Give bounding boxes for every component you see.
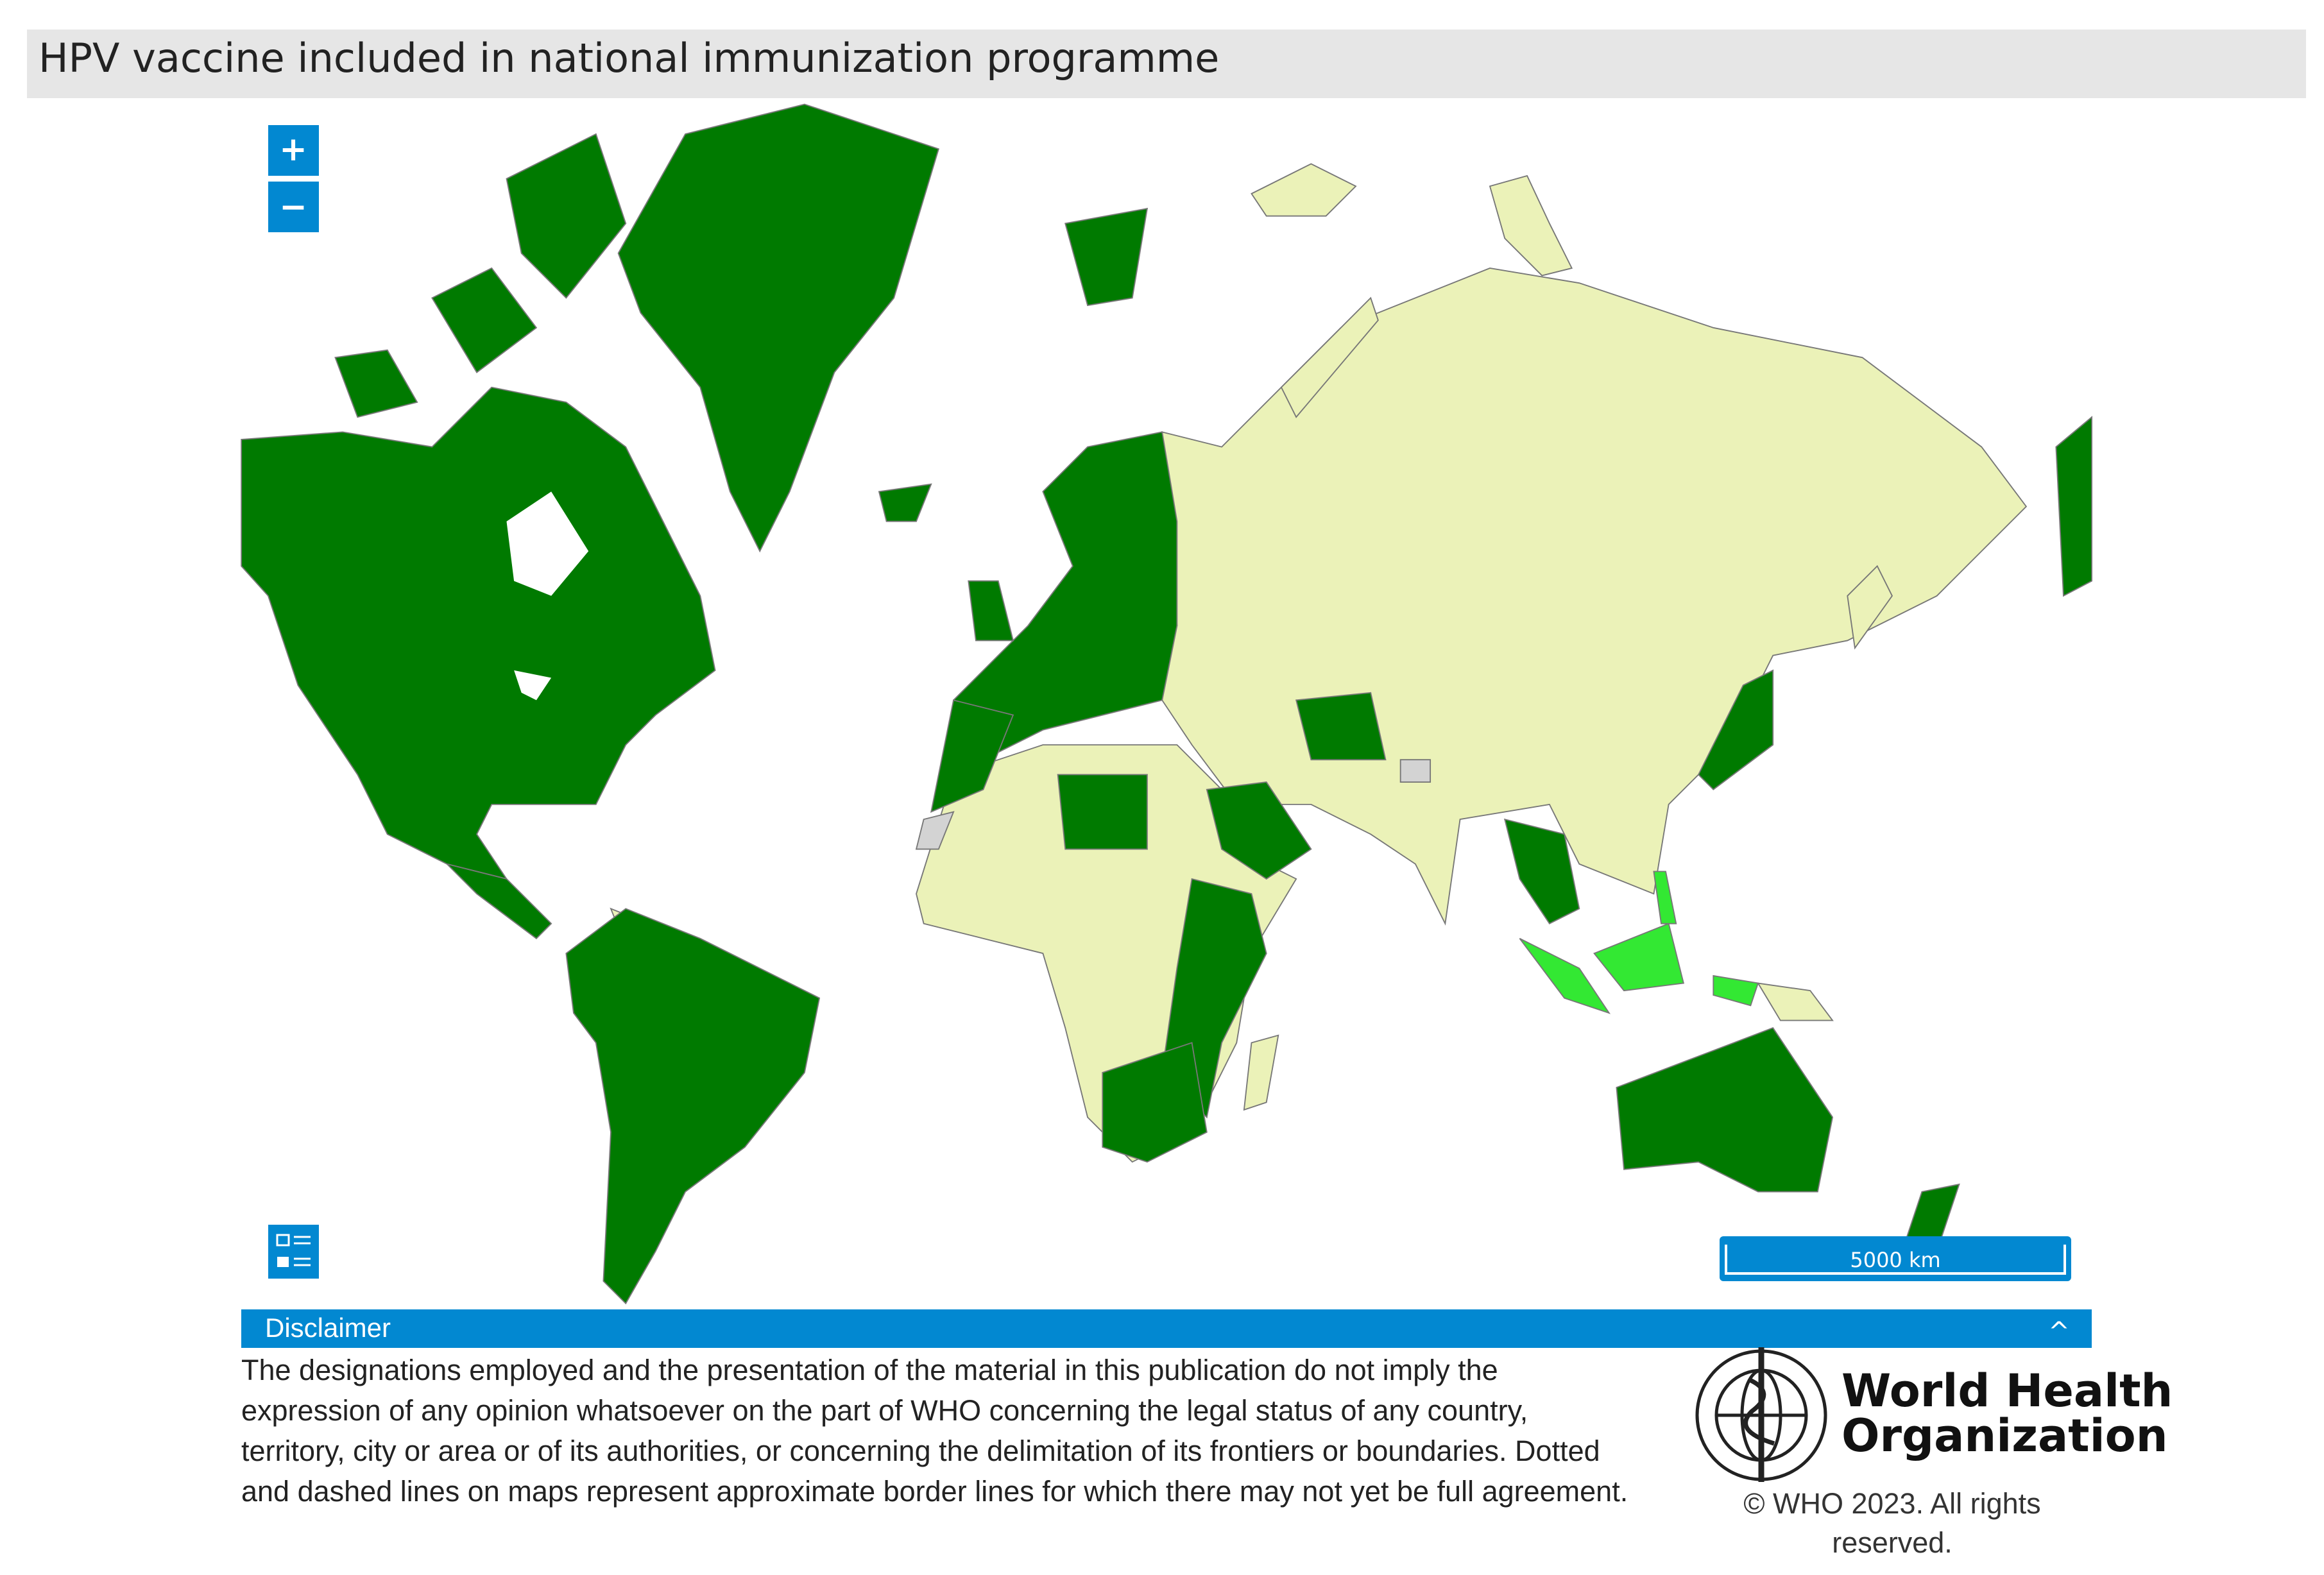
title-bar: [27, 30, 2306, 98]
copyright: © WHO 2023. All rights: [1743, 1487, 2040, 1520]
scale-label: 5000 km: [1850, 1248, 1940, 1272]
bright-green-regions: [1519, 871, 1759, 1014]
legend-icon: [276, 1234, 290, 1247]
legend-button-bg[interactable]: [268, 1225, 319, 1279]
lakes: [506, 491, 589, 701]
title: HPV vaccine included in national immuniz…: [38, 35, 1219, 81]
logo-text: Organization: [1841, 1409, 2168, 1462]
disclaimer-line: and dashed lines on maps represent appro…: [241, 1475, 1628, 1508]
no-data-regions: [915, 759, 1431, 850]
disclaimer-bar[interactable]: [241, 1309, 2092, 1348]
who-emblem: [1695, 1347, 1827, 1482]
zoom-out-label[interactable]: −: [279, 188, 307, 226]
legend-button[interactable]: [268, 1225, 319, 1279]
copyright: reserved.: [1832, 1526, 1952, 1559]
zoom-in-label[interactable]: +: [279, 130, 307, 169]
scale-bar-line: [1725, 1245, 2066, 1275]
disclaimer-line: expression of any opinion whatsoever on …: [241, 1394, 1528, 1427]
disclaimer-heading: Disclaimer: [265, 1313, 391, 1343]
scale-bar: [1720, 1236, 2071, 1281]
logo-text: World Health: [1841, 1365, 2173, 1417]
legend-icon: [277, 1257, 289, 1267]
disclaimer-line: The designations employed and the presen…: [241, 1354, 1498, 1386]
disclaimer-text: The designations employed and the presen…: [241, 1350, 1628, 1511]
world-map: [241, 103, 2093, 1305]
green-regions: [241, 103, 2093, 1305]
zoom-out-button[interactable]: [268, 182, 319, 232]
zoom-in-button[interactable]: [268, 125, 319, 176]
disclaimer-toggle[interactable]: ^: [2048, 1317, 2070, 1347]
disclaimer-line: territory, city or area or of its author…: [241, 1435, 1600, 1467]
